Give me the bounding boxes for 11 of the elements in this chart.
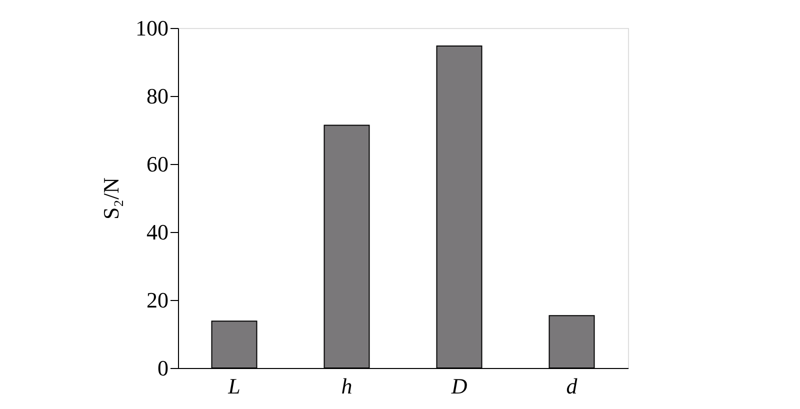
x-tick-label: h xyxy=(341,374,352,398)
y-tick-label: 80 xyxy=(146,84,168,108)
y-tick-label: 0 xyxy=(158,356,168,380)
y-tick-label: 60 xyxy=(146,152,168,176)
y-tick-label: 100 xyxy=(136,16,168,40)
x-tick-label: L xyxy=(227,374,240,398)
y-tick-label: 20 xyxy=(146,288,168,312)
y-axis-title: S₂/N xyxy=(98,177,124,220)
y-tick-label: 40 xyxy=(146,220,168,244)
x-tick-label: D xyxy=(450,374,468,398)
x-tick-label: d xyxy=(566,374,578,398)
